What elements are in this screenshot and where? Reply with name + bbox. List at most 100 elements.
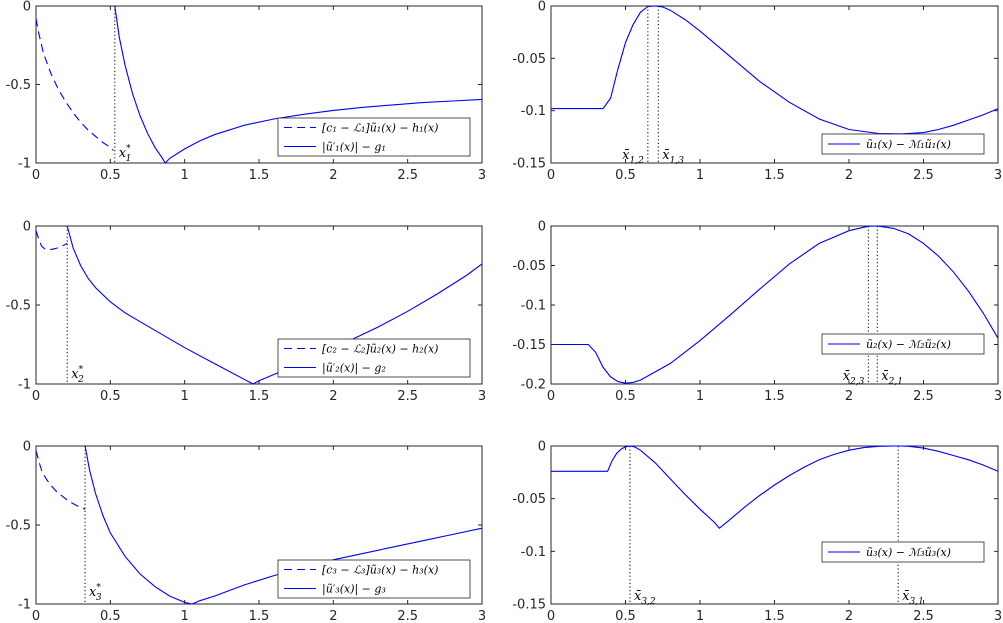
x-tick-label: 0.5 — [615, 168, 636, 183]
x-tick-label: 2 — [329, 609, 337, 623]
x-tick-label: 3 — [994, 168, 1002, 183]
marker-label: x* 1 — [119, 144, 132, 164]
marker-label-sub: 2,3 — [849, 377, 865, 387]
y-tick-label: 0 — [538, 220, 546, 235]
legend: [c₁ − ℒ₁]ũ₁(x) − h₁(x) |ũ′₁(x)| − g₁ — [277, 117, 471, 157]
marker-label-sub: 3 — [96, 593, 102, 603]
y-tick-label: -0.5 — [6, 519, 31, 534]
y-tick-label: -0.5 — [6, 78, 31, 93]
marker-label-sub: 1,3 — [670, 156, 685, 166]
x-tick-label: 1 — [181, 389, 189, 404]
y-tick-label: -0.05 — [512, 259, 546, 274]
x-tick-label: 0 — [547, 168, 555, 183]
x-tick-label: 0.5 — [100, 609, 121, 623]
marker-label-sub: 3,2 — [641, 597, 656, 607]
legend-box — [821, 333, 985, 355]
x-tick-label: 0.5 — [100, 389, 121, 404]
legend-box — [277, 338, 471, 378]
x-tick-label: 2.5 — [397, 168, 418, 183]
x-tick-label: 1.5 — [249, 168, 270, 183]
x-tick-label: 3 — [478, 389, 486, 404]
legend-box — [821, 541, 985, 563]
legend-entry-label: [c₁ − ℒ₁]ũ₁(x) − h₁(x) — [322, 122, 438, 135]
marker-label-star: * — [79, 365, 84, 375]
x-tick-label: 1.5 — [764, 168, 785, 183]
legend-box — [277, 559, 471, 599]
marker-label: x* 2 — [71, 365, 84, 385]
x-tick-label: 0.5 — [615, 389, 636, 404]
x-tick-label: 2 — [845, 389, 853, 404]
legend-entry-label: ũ₃(x) − ℳ₃ũ₃(x) — [866, 546, 951, 559]
legend: [c₃ − ℒ₃]ũ₃(x) − h₃(x) |ũ′₃(x)| − g₃ — [277, 559, 471, 599]
series-line-solid — [84, 445, 483, 605]
legend: ũ₂(x) − ℳ₂ũ₂(x) — [821, 333, 985, 355]
marker-label: x̄1,3 — [662, 148, 684, 166]
chart-panel-p21: 0 0.5 1 1.5 2 2.5 3-1-0.50x* 2[c₂ − ℒ₂]ũ₂(x) − … — [6, 220, 487, 405]
marker-label-base: x̄ — [622, 148, 630, 163]
x-tick-label: 0.5 — [100, 168, 121, 183]
marker-label-base: x — [89, 585, 97, 600]
marker-label-star: * — [96, 583, 101, 593]
x-tick-label: 2 — [845, 609, 853, 623]
marker-label: x̄2,1 — [881, 369, 903, 387]
y-tick-label: -1 — [18, 157, 31, 172]
marker-label: x* 3 — [89, 583, 102, 603]
legend: [c₂ − ℒ₂]ũ₂(x) − h₂(x) |ũ′₂(x)| − g₂ — [277, 338, 471, 378]
x-tick-label: 0 — [32, 609, 40, 623]
y-tick-label: -0.05 — [512, 492, 546, 507]
series-line-dashed — [35, 18, 114, 151]
x-tick-label: 2 — [329, 389, 337, 404]
x-tick-label: 1 — [696, 389, 704, 404]
marker-label-base: x̄ — [881, 369, 889, 384]
marker-label: x̄3,1 — [902, 589, 924, 607]
x-tick-label: 2.5 — [913, 389, 934, 404]
marker-label-sub: 1 — [126, 154, 132, 164]
x-tick-label: 1.5 — [249, 609, 270, 623]
x-tick-label: 1 — [181, 609, 189, 623]
x-tick-label: 2.5 — [397, 389, 418, 404]
marker-label-star: * — [126, 144, 131, 154]
series-line-dashed — [35, 450, 86, 510]
y-tick-label: 0 — [538, 0, 546, 15]
x-tick-label: 1 — [696, 609, 704, 623]
legend-entry-label: [c₂ − ℒ₂]ũ₂(x) − h₂(x) — [322, 343, 438, 356]
x-tick-label: 3 — [478, 609, 486, 623]
x-tick-label: 2.5 — [913, 168, 934, 183]
marker-label: x̄1,2 — [622, 148, 644, 166]
x-tick-label: 3 — [994, 389, 1002, 404]
x-tick-label: 1 — [696, 168, 704, 183]
y-tick-label: -1 — [18, 598, 31, 613]
y-tick-label: 0 — [23, 0, 31, 15]
legend-entry-label: |ũ′₃(x)| − g₃ — [322, 583, 386, 597]
x-tick-label: 3 — [478, 168, 486, 183]
y-tick-label: 0 — [23, 440, 31, 455]
marker-label-base: x — [119, 146, 127, 161]
y-tick-label: -1 — [18, 378, 31, 393]
marker-label-base: x̄ — [634, 589, 642, 604]
x-tick-label: 1.5 — [764, 609, 785, 623]
series-line-solid — [114, 5, 483, 164]
y-tick-label: -0.15 — [512, 338, 546, 353]
legend-entry-label: ũ₁(x) − ℳ₁ũ₁(x) — [866, 138, 951, 151]
marker-label-sub: 2,1 — [888, 377, 903, 387]
series-line-solid — [551, 5, 999, 135]
legend: ũ₃(x) − ℳ₃ũ₃(x) — [821, 541, 985, 563]
legend-entry-label: [c₃ − ℒ₃]ũ₃(x) − h₃(x) — [322, 564, 438, 577]
marker-label-base: x̄ — [662, 148, 670, 163]
y-tick-label: -0.5 — [6, 299, 31, 314]
series-line-solid — [551, 445, 999, 529]
series-line-dashed — [35, 230, 68, 251]
x-tick-label: 0 — [547, 389, 555, 404]
y-tick-label: 0 — [23, 220, 31, 235]
y-tick-label: 0 — [538, 440, 546, 455]
y-tick-label: -0.15 — [512, 598, 546, 613]
marker-label-sub: 1,2 — [630, 156, 645, 166]
series-line-solid — [66, 225, 483, 385]
x-tick-label: 0.5 — [615, 609, 636, 623]
marker-label-sub: 3,1 — [910, 597, 924, 607]
marker-label-base: x̄ — [843, 369, 851, 384]
marker-label: x̄3,2 — [634, 589, 656, 607]
